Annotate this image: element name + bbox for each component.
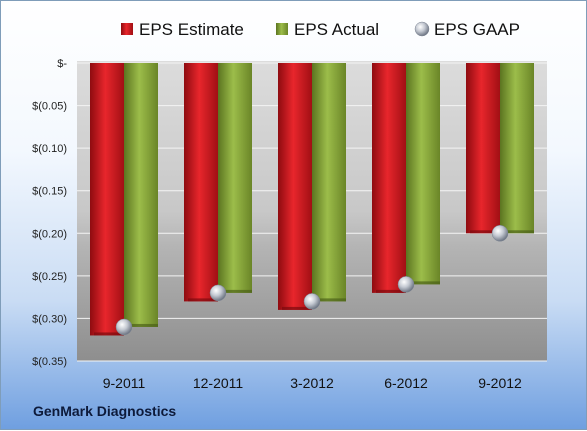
y-tick-label: $- [57, 58, 67, 70]
bar-end-actual [500, 230, 534, 234]
bar-eps-actual [406, 63, 440, 285]
marker-eps-gaap [115, 318, 133, 336]
legend-label: EPS Estimate [139, 20, 244, 39]
bar-eps-estimate [90, 63, 124, 336]
bar-end-actual [218, 289, 252, 293]
legend: EPS Estimate EPS Actual EPS GAAP [121, 20, 520, 39]
bar-eps-estimate [372, 63, 406, 293]
legend-swatch [414, 21, 430, 37]
marker-eps-gaap [303, 293, 321, 310]
y-tick-label: $(0.10) [32, 143, 67, 155]
bar-eps-actual [124, 63, 158, 327]
x-tick-label: 12-2011 [193, 375, 244, 391]
legend-swatch [276, 23, 288, 35]
y-tick-label: $(0.25) [32, 271, 67, 283]
y-axis: $- $(0.05) $(0.10) $(0.15) $(0.20) $(0.25) $(0… [32, 58, 67, 368]
bar-eps-estimate [278, 63, 312, 310]
gaap-markers [115, 225, 509, 336]
y-tick-label: $(0.35) [32, 356, 67, 368]
y-tick-label: $(0.15) [32, 186, 67, 198]
bar-end-actual [312, 298, 346, 302]
legend-label: EPS GAAP [434, 20, 520, 39]
x-tick-label: 9-2012 [478, 375, 522, 391]
x-tick-label: 9-2011 [103, 375, 146, 391]
bar-eps-estimate [184, 63, 218, 302]
bar-eps-actual [312, 63, 346, 302]
legend-label: EPS Actual [294, 20, 379, 39]
x-tick-label: 3-2012 [290, 375, 334, 391]
bar-end-estimate [282, 306, 312, 310]
bar-end-estimate [376, 289, 406, 293]
y-tick-label: $(0.05) [32, 101, 67, 113]
marker-eps-gaap [397, 276, 415, 293]
x-axis: 9-2011 12-2011 3-2012 6-2012 9-2012 [103, 375, 522, 391]
bar-end-actual [124, 323, 158, 327]
bar-end-estimate [94, 332, 124, 336]
y-tick-label: $(0.20) [32, 228, 67, 240]
bar-end-actual [406, 281, 440, 285]
bar-eps-actual [218, 63, 252, 293]
x-tick-label: 6-2012 [384, 375, 428, 391]
legend-swatch [121, 23, 133, 35]
bar-eps-actual [500, 63, 534, 234]
bar-end-estimate [470, 230, 500, 234]
bars [90, 63, 534, 336]
bar-end-estimate [188, 298, 218, 302]
marker-eps-gaap [491, 225, 509, 242]
bar-eps-estimate [466, 63, 500, 234]
marker-eps-gaap [209, 284, 227, 302]
y-tick-label: $(0.30) [32, 313, 67, 325]
company-name: GenMark Diagnostics [33, 403, 177, 419]
